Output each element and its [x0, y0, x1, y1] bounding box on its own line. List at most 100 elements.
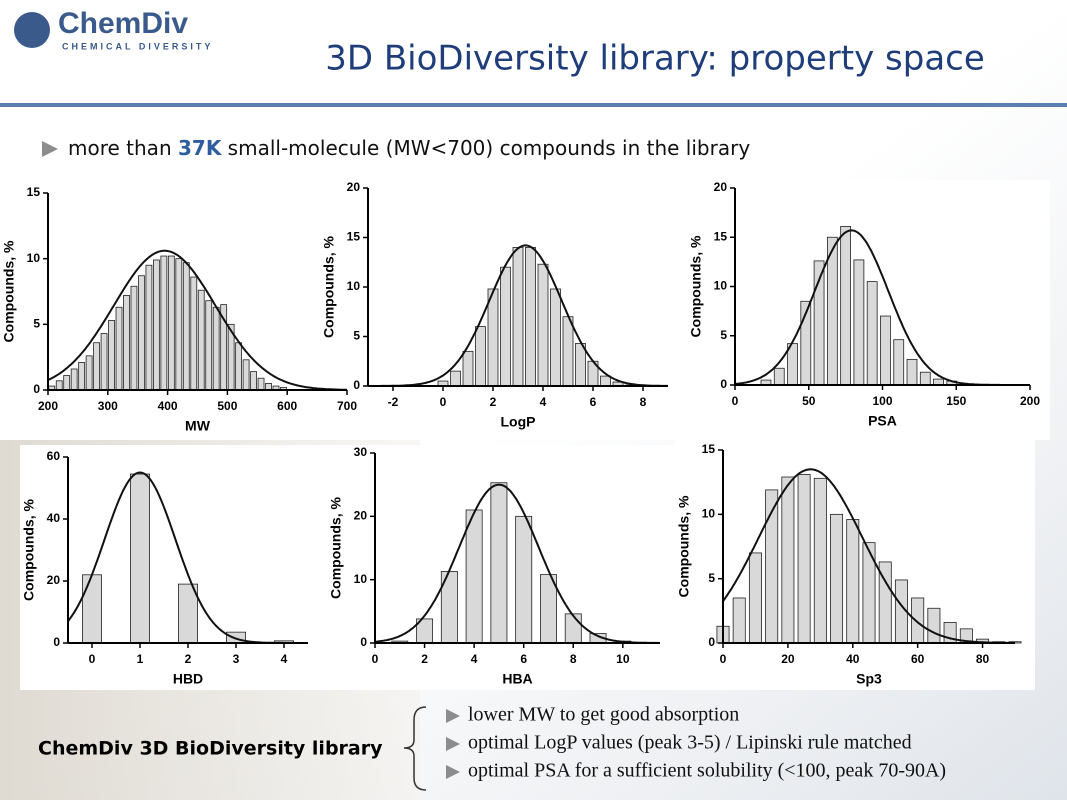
y-tick-label: 10 [347, 279, 361, 293]
y-axis-label: Compounds, % [321, 236, 337, 338]
bar [564, 613, 582, 644]
y-tick-label: 15 [27, 185, 41, 199]
x-tick-label: 50 [802, 394, 816, 408]
y-tick-label: 20 [354, 509, 368, 523]
y-tick-label: 60 [47, 449, 61, 463]
x-tick-label: 100 [872, 394, 892, 408]
bar [108, 319, 115, 391]
intro: more than 37K small-molecule (MW<700) co… [68, 136, 750, 160]
y-tick-label: 0 [53, 635, 60, 649]
x-tick-label: 80 [976, 652, 990, 666]
bar [462, 350, 474, 387]
bar [866, 281, 878, 386]
y-tick-label: 0 [720, 377, 727, 391]
bar [846, 519, 860, 644]
logo-tagline: CHEMICAL DIVERSITY [62, 41, 213, 51]
bar [500, 266, 511, 387]
y-tick-label: 10 [702, 507, 716, 521]
y-tick-label: 20 [47, 573, 61, 587]
y-tick-label: 0 [360, 635, 367, 649]
x-tick-label: 200 [38, 399, 58, 413]
y-tick-label: 10 [714, 279, 728, 293]
y-tick-label: 5 [708, 571, 715, 585]
x-tick-label: 0 [89, 652, 96, 666]
library-label: ChemDiv 3D BioDiversity library [38, 738, 383, 760]
bar [78, 362, 86, 391]
y-tick-label: 5 [33, 317, 40, 331]
bar [257, 377, 265, 391]
y-tick-label: 20 [714, 180, 728, 194]
y-axis-label: Compounds, % [328, 497, 344, 599]
y-tick-label: 15 [714, 229, 728, 243]
bar [205, 300, 213, 391]
y-axis-label: Compounds, % [688, 235, 704, 337]
bar [475, 326, 486, 387]
bar [152, 259, 160, 391]
bar [893, 339, 905, 386]
chart-panel [360, 180, 690, 440]
chart-panel [20, 180, 360, 440]
note: lower MW to get good absorption [468, 704, 739, 726]
bar [906, 358, 918, 386]
bar [537, 263, 549, 387]
bar [562, 316, 574, 387]
x-tick-label: 4 [281, 652, 288, 666]
x-tick-label: 60 [911, 652, 925, 666]
bar [826, 236, 838, 386]
bar [175, 258, 183, 391]
bar [242, 359, 250, 391]
bar [487, 288, 499, 387]
bar [250, 371, 257, 391]
y-tick-label: 0 [33, 382, 40, 396]
x-tick-label: 700 [337, 399, 357, 413]
slide-title: 3D BioDiversity library: property space [325, 39, 985, 79]
x-tick-label: 0 [372, 652, 379, 666]
bar [167, 255, 175, 391]
y-tick-label: 0 [353, 378, 360, 392]
note: optimal PSA for a sufficient solubility … [468, 760, 946, 782]
bar [145, 264, 153, 391]
x-tick-label: 200 [1020, 394, 1040, 408]
bar [781, 476, 795, 644]
title-rule [0, 103, 1067, 107]
bar [450, 370, 461, 387]
x-tick-label: 6 [590, 395, 597, 409]
bar [123, 295, 130, 391]
x-axis-label: HBA [502, 671, 532, 687]
y-tick-label: 30 [354, 445, 368, 459]
x-tick-label: 300 [98, 399, 118, 413]
bullet [446, 737, 460, 751]
x-axis-label: Sp3 [856, 671, 882, 687]
bar [813, 477, 827, 644]
x-tick-label: 400 [158, 399, 178, 413]
bar [600, 375, 611, 387]
x-axis-label: LogP [501, 414, 536, 430]
chart-panel [20, 445, 340, 690]
bar [575, 343, 586, 387]
x-tick-label: 2 [185, 652, 192, 666]
x-tick-label: -2 [388, 395, 399, 409]
bar [182, 262, 190, 391]
y-tick-label: 10 [27, 251, 41, 265]
y-tick-label: 10 [354, 572, 368, 586]
bullet [446, 765, 460, 779]
bar [830, 513, 844, 644]
y-tick-label: 15 [347, 230, 361, 244]
x-tick-label: 150 [946, 394, 966, 408]
bar [773, 367, 785, 386]
bar [525, 246, 536, 387]
bar [919, 371, 931, 386]
bar [235, 342, 243, 391]
x-tick-label: 2 [421, 652, 428, 666]
x-axis-label: MW [185, 418, 211, 434]
bar [160, 255, 168, 391]
x-tick-label: 20 [781, 652, 795, 666]
bar [197, 289, 205, 391]
bar [465, 509, 483, 644]
x-tick-label: 0 [440, 395, 447, 409]
bar [550, 288, 561, 387]
logo-mark [14, 12, 50, 48]
x-axis-label: PSA [868, 413, 897, 429]
y-tick-label: 5 [353, 329, 360, 343]
x-tick-label: 10 [616, 652, 630, 666]
